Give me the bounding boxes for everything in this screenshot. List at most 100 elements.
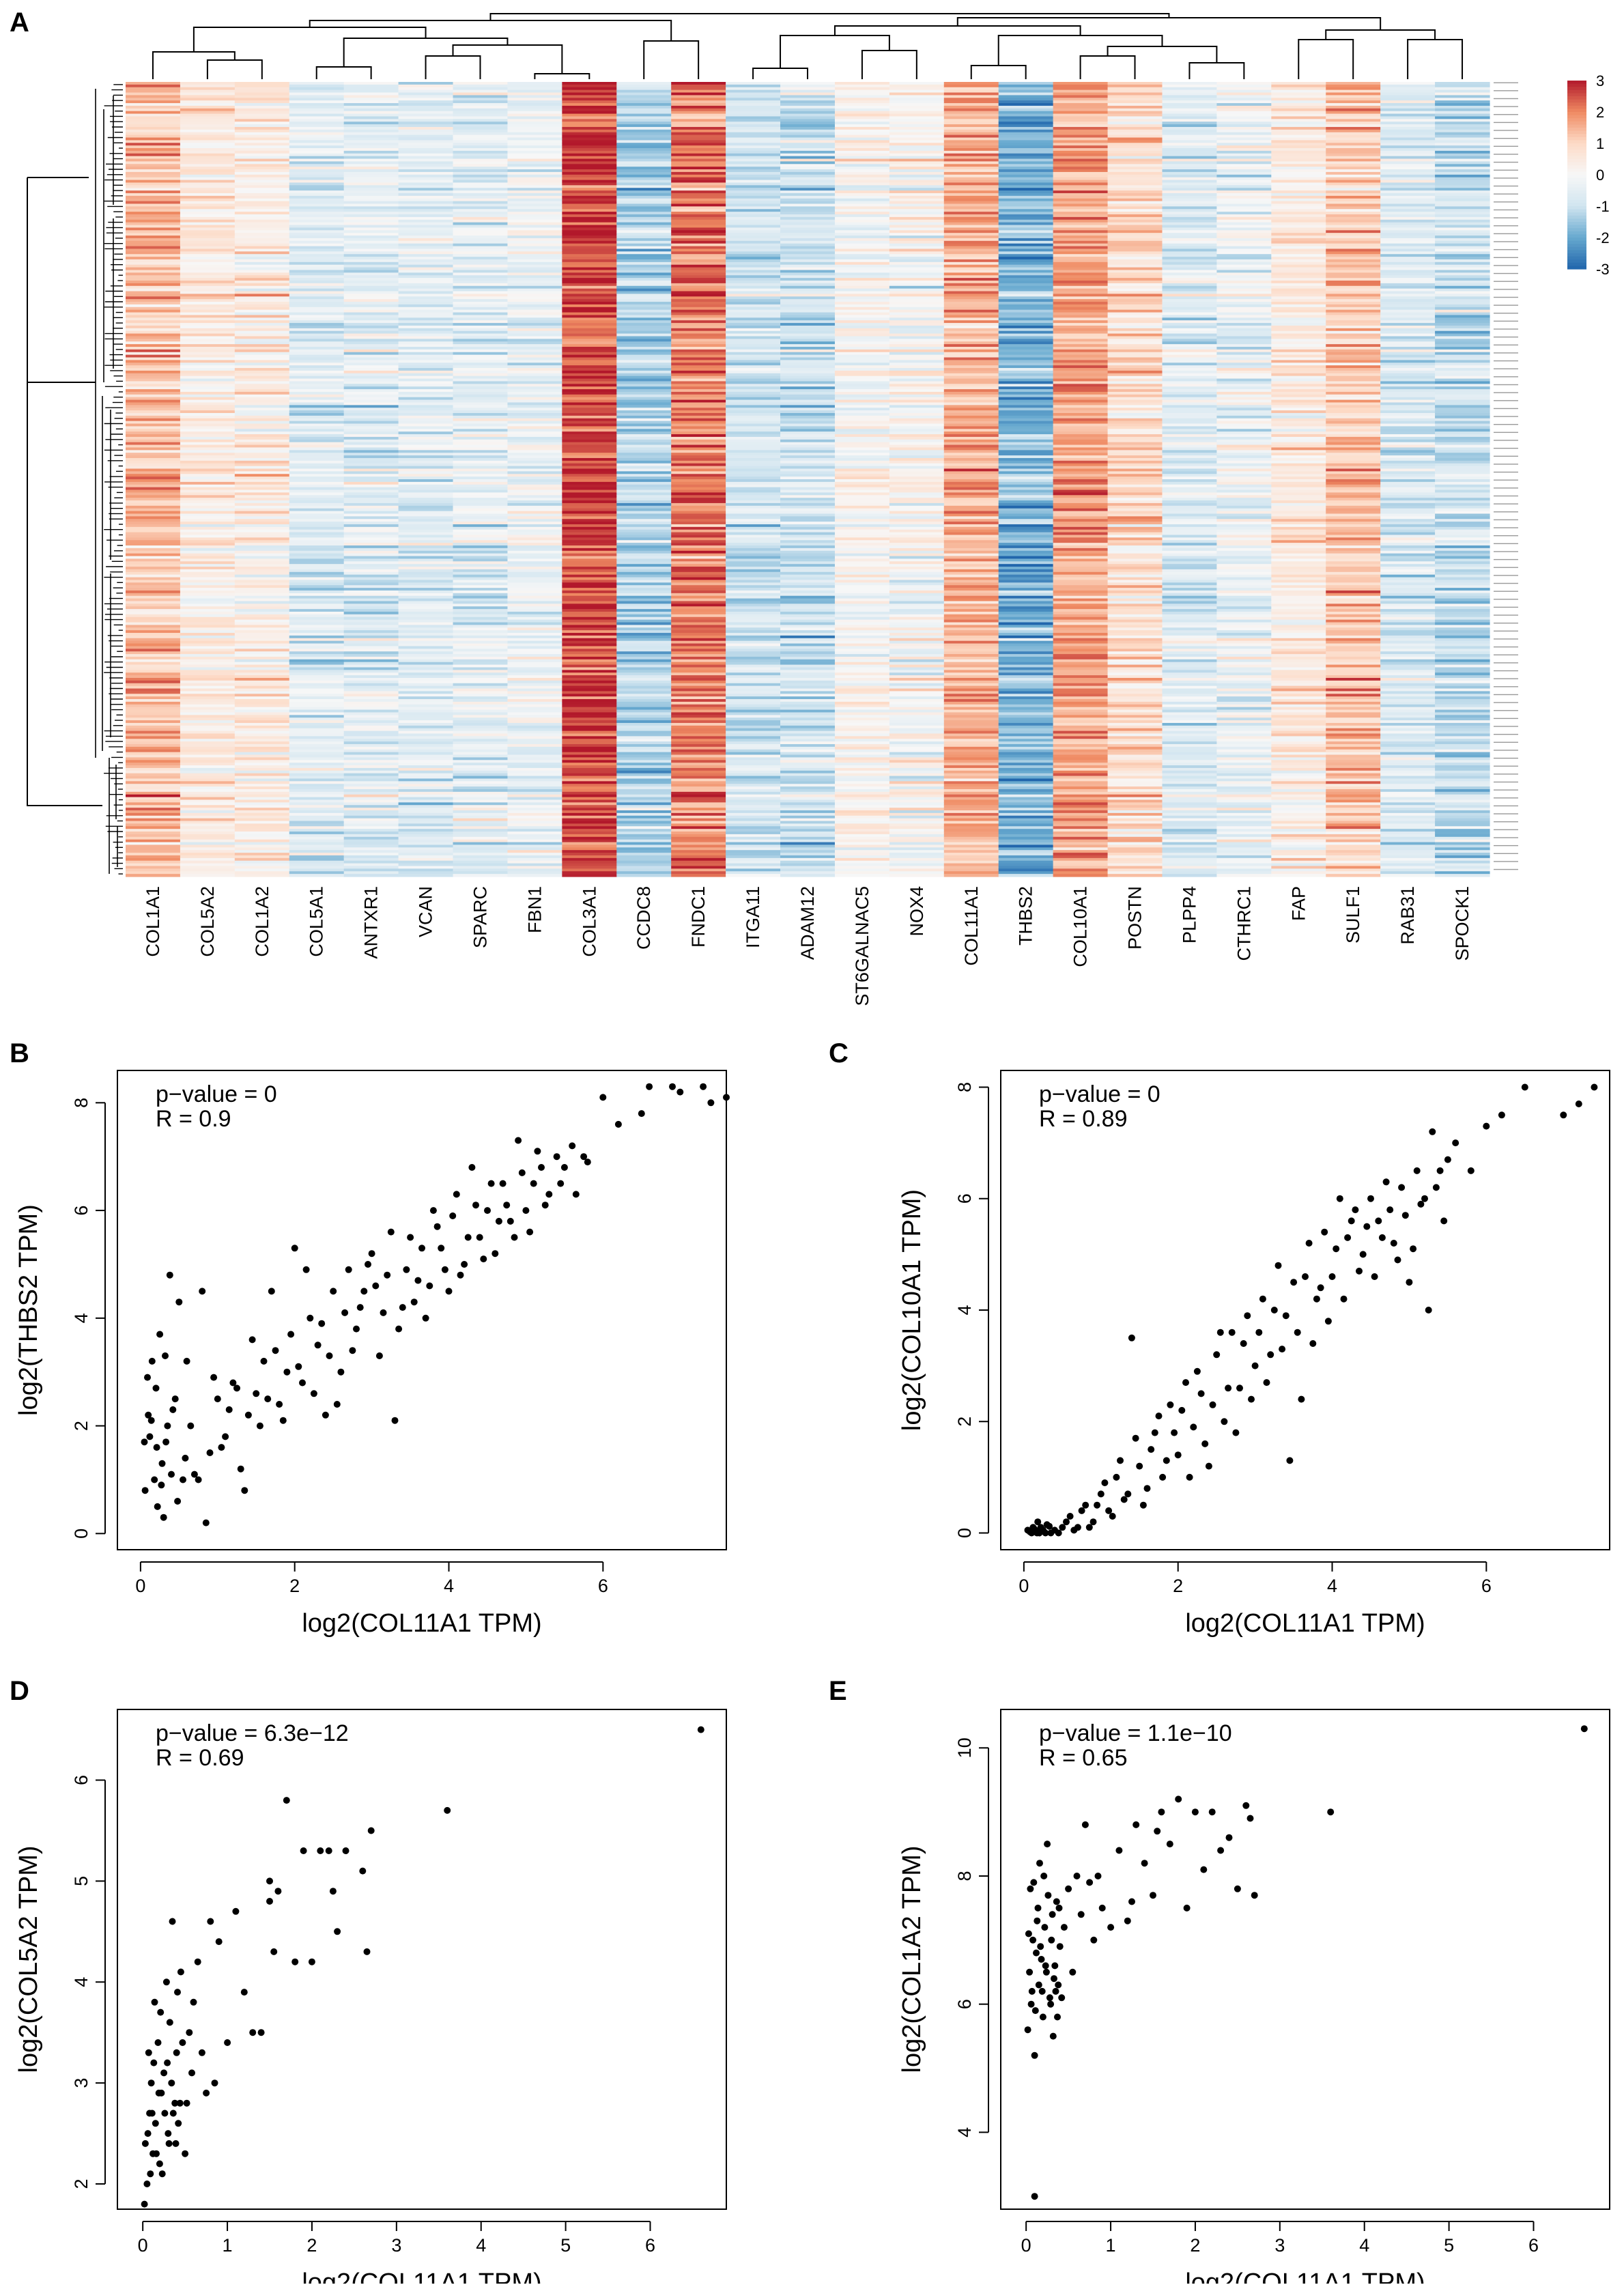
heatmap-column-antxr1 [343,82,399,877]
heatmap-cell [289,823,345,827]
heatmap-cell [398,709,454,713]
heatmap-cell [180,749,236,753]
heatmap-cell [234,341,290,345]
heatmap-cell [616,556,672,559]
heatmap-cell [343,185,399,188]
heatmap-cell [234,718,290,721]
heatmap-cell [126,209,181,212]
heatmap-cell [943,315,999,318]
heatmap-cell [671,259,726,263]
heatmap-cell [453,481,509,485]
heatmap-cell [343,347,399,350]
heatmap-cell [398,389,454,393]
heatmap-cell [943,683,999,687]
heatmap-cell [671,815,726,819]
heatmap-cell [343,691,399,694]
heatmap-cell [453,495,509,498]
heatmap-cell [398,588,454,591]
heatmap-cell [180,513,236,517]
heatmap-cell [289,378,345,382]
heatmap-cell [180,812,236,816]
heatmap-cell [889,675,945,679]
heatmap-cell [453,212,509,215]
heatmap-cell [616,495,672,498]
heatmap-cell [998,455,1054,459]
heatmap-cell [453,309,509,313]
heatmap-cell [180,498,236,501]
heatmap-cell [834,577,890,581]
heatmap-cell [780,736,836,739]
heatmap-cell [398,760,454,763]
heatmap-cell [998,378,1054,382]
heatmap-cell [889,468,945,472]
heatmap-cell [671,492,726,496]
heatmap-cell [453,466,509,470]
heatmap-cell [943,214,999,218]
heatmap-cell [726,243,781,247]
heatmap-cell [126,561,181,565]
heatmap-cell [889,725,945,729]
heatmap-cell [398,140,454,143]
heatmap-cell [780,643,836,647]
heatmap-cell [343,733,399,737]
heatmap-cell [616,368,672,371]
heatmap-cell [398,349,454,353]
heatmap-cell [126,489,181,493]
heatmap-cell [180,519,236,522]
heatmap-cell [780,108,836,112]
heatmap-cell [180,471,236,474]
heatmap-cell [507,649,562,652]
heatmap-cell [453,829,509,832]
heatmap-cell [126,593,181,597]
heatmap-cell [943,649,999,652]
heatmap-cell [289,633,345,636]
heatmap-cell [943,704,999,708]
heatmap-cell [453,209,509,212]
heatmap-cell [616,209,672,212]
heatmap-cell [289,741,345,745]
heatmap-cell [343,264,399,268]
heatmap-cell [234,444,290,449]
heatmap-cell [889,524,945,528]
heatmap-cell [780,540,836,543]
heatmap-cell [234,270,290,273]
heatmap-cell [834,606,890,610]
heatmap-cell [671,654,726,657]
heatmap-cell [562,508,617,512]
heatmap-cell [998,225,1054,228]
heatmap-cell [507,694,562,697]
heatmap-cell [453,638,509,642]
heatmap-cell [126,571,181,576]
heatmap-cell [507,325,562,329]
heatmap-cell [453,842,509,846]
heatmap-cell [616,810,672,814]
heatmap-cell [616,82,672,85]
heatmap-cell [726,281,781,284]
heatmap-cell [126,132,181,136]
heatmap-cell [943,410,999,414]
heatmap-cell [562,614,617,618]
heatmap-cell [180,214,236,218]
heatmap-cell [671,302,726,305]
heatmap-cell [562,328,617,332]
heatmap-cell [180,712,236,715]
heatmap-cell [343,132,399,136]
heatmap-cell [453,818,509,822]
heatmap-cell [562,124,617,128]
heatmap-cell [726,808,781,811]
heatmap-cell [562,471,617,474]
heatmap-cell [834,556,890,559]
heatmap-cell [834,537,890,541]
heatmap-cell [180,754,236,758]
heatmap-cell [943,635,999,639]
heatmap-cell [289,153,345,157]
heatmap-cell [289,410,345,414]
heatmap-cell [126,802,181,806]
heatmap-cell [234,418,290,422]
heatmap-cell [834,789,890,793]
heatmap-cell [780,246,836,250]
heatmap-cell [343,370,399,374]
heatmap-cell [780,678,836,681]
heatmap-cell [943,195,999,199]
heatmap-cell [126,741,181,745]
